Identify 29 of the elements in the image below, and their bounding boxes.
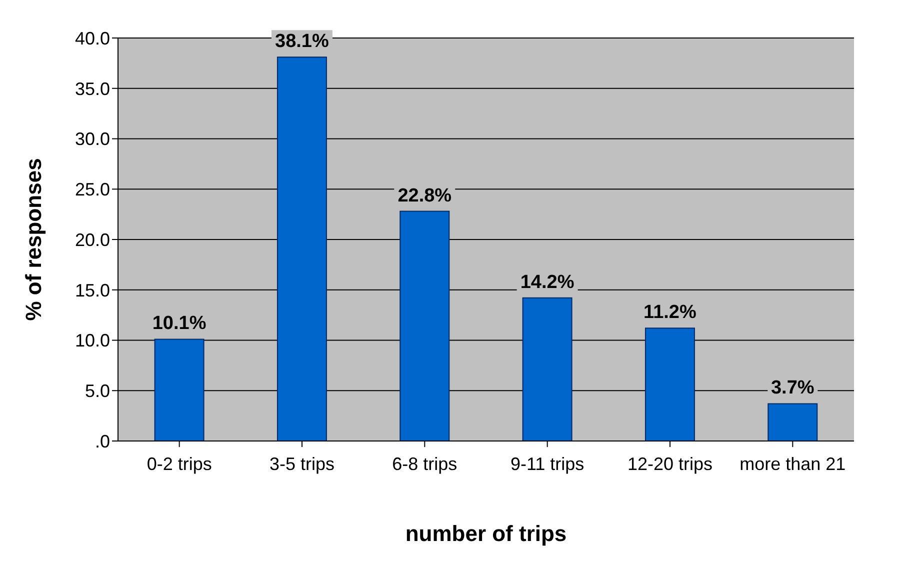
y-axis-title: % of responses <box>20 158 46 321</box>
x-tick-label: 12-20 trips <box>627 454 713 474</box>
data-label: 10.1% <box>152 313 206 334</box>
data-label: 38.1% <box>275 31 330 52</box>
y-tick-label: 40.0 <box>74 28 110 48</box>
y-tick-label: .0 <box>94 431 110 452</box>
data-label: 3.7% <box>770 378 814 399</box>
x-axis-title: number of trips <box>405 521 567 546</box>
y-tick-label: 35.0 <box>74 78 110 99</box>
x-tick-label: more than 21 <box>740 454 846 474</box>
data-label: 22.8% <box>398 185 452 206</box>
data-label: 11.2% <box>644 302 696 324</box>
bar <box>154 338 204 441</box>
bar <box>522 297 572 441</box>
x-tick-label: 3-5 trips <box>269 454 335 474</box>
y-tick-label: 20.0 <box>74 230 110 250</box>
y-tick-label: 5.0 <box>84 381 110 402</box>
y-tick-label: 25.0 <box>74 180 110 200</box>
x-tick-label: 9-11 trips <box>510 454 584 474</box>
y-tick-label: 15.0 <box>74 280 110 300</box>
y-tick-label: 10.0 <box>74 330 110 351</box>
bar <box>400 210 450 441</box>
bar <box>768 403 818 441</box>
x-tick-label: 0-2 trips <box>146 454 212 474</box>
bar <box>644 328 695 441</box>
y-tick-label: 30.0 <box>74 129 110 150</box>
bar <box>276 56 327 441</box>
x-tick-label: 6-8 trips <box>392 454 458 474</box>
data-label: 14.2% <box>520 272 574 293</box>
